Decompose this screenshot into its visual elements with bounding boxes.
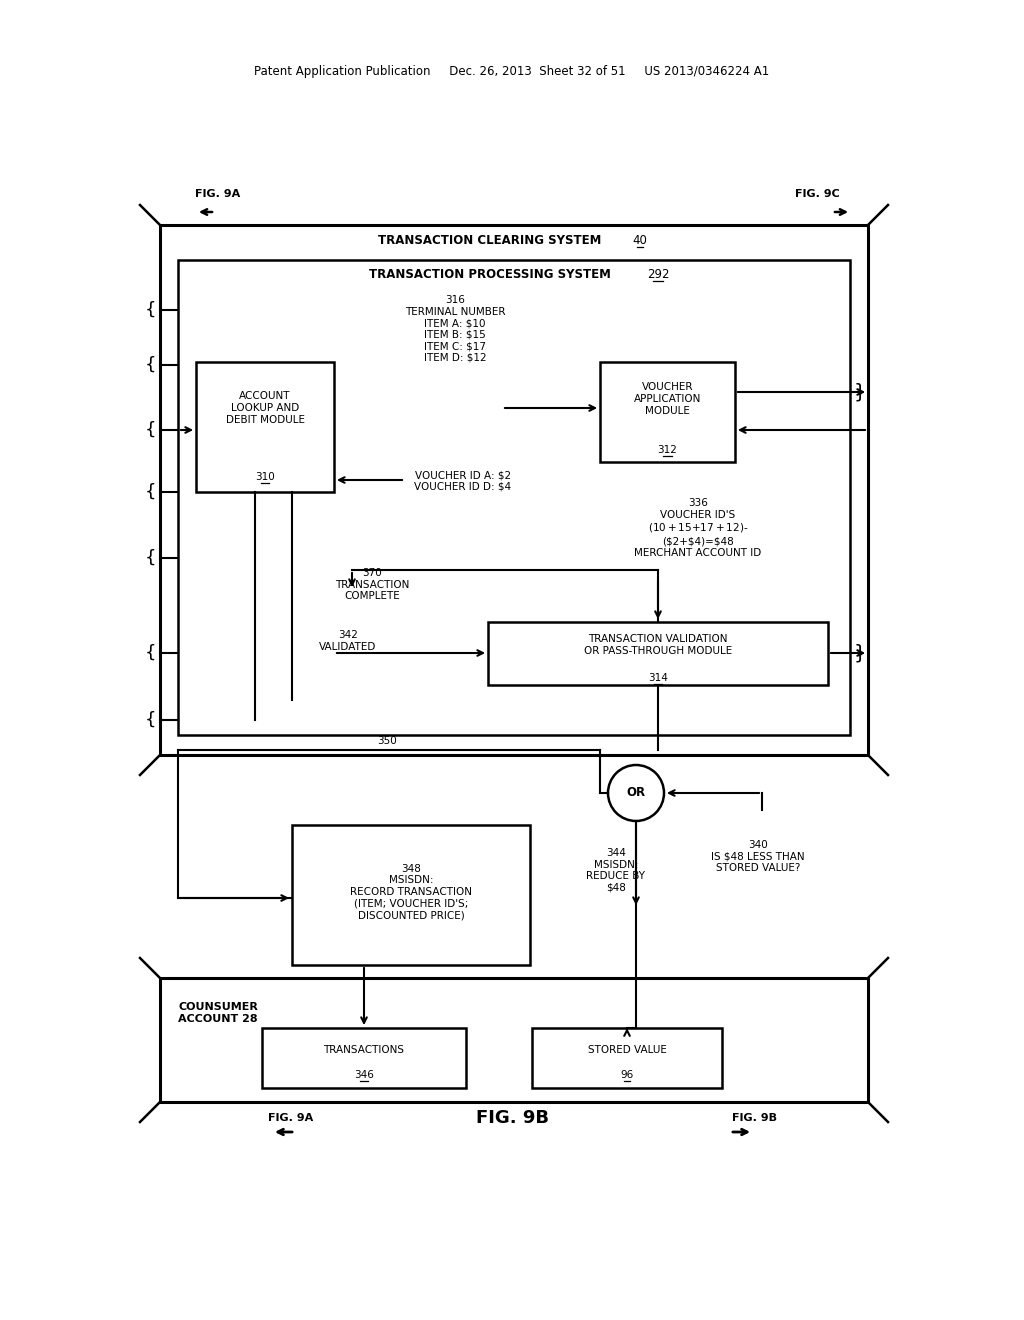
Text: TRANSACTIONS: TRANSACTIONS (324, 1045, 404, 1055)
Text: {: { (144, 549, 156, 568)
Bar (600, 362, 735, 462)
Text: 310: 310 (255, 473, 274, 482)
Text: {: { (144, 644, 156, 663)
Bar (488, 622, 828, 685)
Text: ACCOUNT
LOOKUP AND
DEBIT MODULE: ACCOUNT LOOKUP AND DEBIT MODULE (225, 392, 304, 425)
Text: TRANSACTION VALIDATION
OR PASS-THROUGH MODULE: TRANSACTION VALIDATION OR PASS-THROUGH M… (584, 634, 732, 656)
Bar (160, 224, 868, 755)
Text: FIG. 9A: FIG. 9A (195, 189, 241, 199)
Text: 336
VOUCHER ID'S
($10+$15+$17+$12)-
($2+$4)=$48
MERCHANT ACCOUNT ID: 336 VOUCHER ID'S ($10+$15+$17+$12)- ($2+… (635, 498, 762, 557)
Text: COUNSUMER
ACCOUNT 28: COUNSUMER ACCOUNT 28 (178, 1002, 258, 1023)
Text: {: { (144, 301, 156, 319)
Text: 370
TRANSACTION
COMPLETE: 370 TRANSACTION COMPLETE (335, 568, 410, 601)
Bar (262, 1028, 466, 1088)
Text: 312: 312 (657, 445, 678, 455)
Text: 314: 314 (648, 673, 668, 682)
Text: TRANSACTION PROCESSING SYSTEM: TRANSACTION PROCESSING SYSTEM (369, 268, 611, 281)
Text: VOUCHER ID A: $2
VOUCHER ID D: $4: VOUCHER ID A: $2 VOUCHER ID D: $4 (415, 470, 512, 491)
Text: 316
TERMINAL NUMBER
ITEM A: $10
ITEM B: $15
ITEM C: $17
ITEM D: $12: 316 TERMINAL NUMBER ITEM A: $10 ITEM B: … (404, 294, 505, 363)
Bar (532, 1028, 722, 1088)
Text: {: { (144, 483, 156, 502)
Text: FIG. 9A: FIG. 9A (268, 1113, 313, 1123)
Text: }: } (854, 383, 866, 401)
Bar (178, 260, 850, 735)
Text: OR: OR (627, 787, 645, 800)
Text: FIG. 9C: FIG. 9C (795, 189, 840, 199)
Text: FIG. 9B: FIG. 9B (475, 1109, 549, 1127)
Text: 40: 40 (633, 234, 647, 247)
Text: STORED VALUE: STORED VALUE (588, 1045, 667, 1055)
Text: {: { (144, 421, 156, 440)
Text: 350: 350 (377, 737, 397, 746)
Text: 96: 96 (621, 1071, 634, 1080)
Bar (160, 978, 868, 1102)
Bar (292, 825, 530, 965)
Text: 344
MSISDN:
REDUCE BY
$48: 344 MSISDN: REDUCE BY $48 (587, 847, 645, 892)
Text: FIG. 9B: FIG. 9B (732, 1113, 777, 1123)
Text: 340
IS $48 LESS THAN
STORED VALUE?: 340 IS $48 LESS THAN STORED VALUE? (712, 840, 805, 874)
Text: 348
MSISDN:
RECORD TRANSACTION
(ITEM; VOUCHER ID'S;
DISCOUNTED PRICE): 348 MSISDN: RECORD TRANSACTION (ITEM; VO… (350, 863, 472, 920)
Text: {: { (144, 711, 156, 729)
Text: Patent Application Publication     Dec. 26, 2013  Sheet 32 of 51     US 2013/034: Patent Application Publication Dec. 26, … (254, 66, 770, 78)
Circle shape (608, 766, 664, 821)
Text: TRANSACTION CLEARING SYSTEM: TRANSACTION CLEARING SYSTEM (378, 234, 602, 247)
Bar (196, 362, 334, 492)
Text: 292: 292 (647, 268, 670, 281)
Text: VOUCHER
APPLICATION
MODULE: VOUCHER APPLICATION MODULE (634, 383, 701, 416)
Text: 346: 346 (354, 1071, 374, 1080)
Text: 342
VALIDATED: 342 VALIDATED (319, 630, 377, 652)
Text: {: { (144, 356, 156, 374)
Text: }: } (854, 644, 866, 663)
